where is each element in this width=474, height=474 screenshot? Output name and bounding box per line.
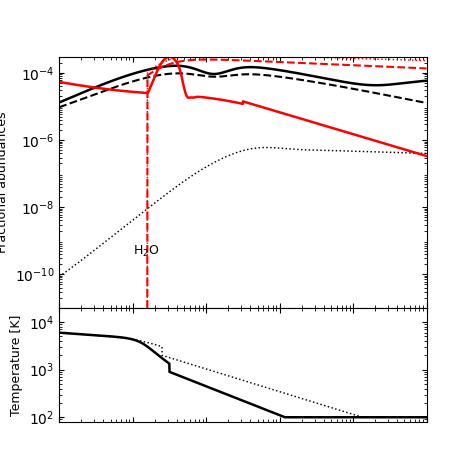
Y-axis label: Temperature [K]: Temperature [K]	[10, 314, 24, 416]
Text: $\mathrm{H_2O}$: $\mathrm{H_2O}$	[133, 244, 159, 259]
Y-axis label: Fractional abundances: Fractional abundances	[0, 111, 9, 253]
